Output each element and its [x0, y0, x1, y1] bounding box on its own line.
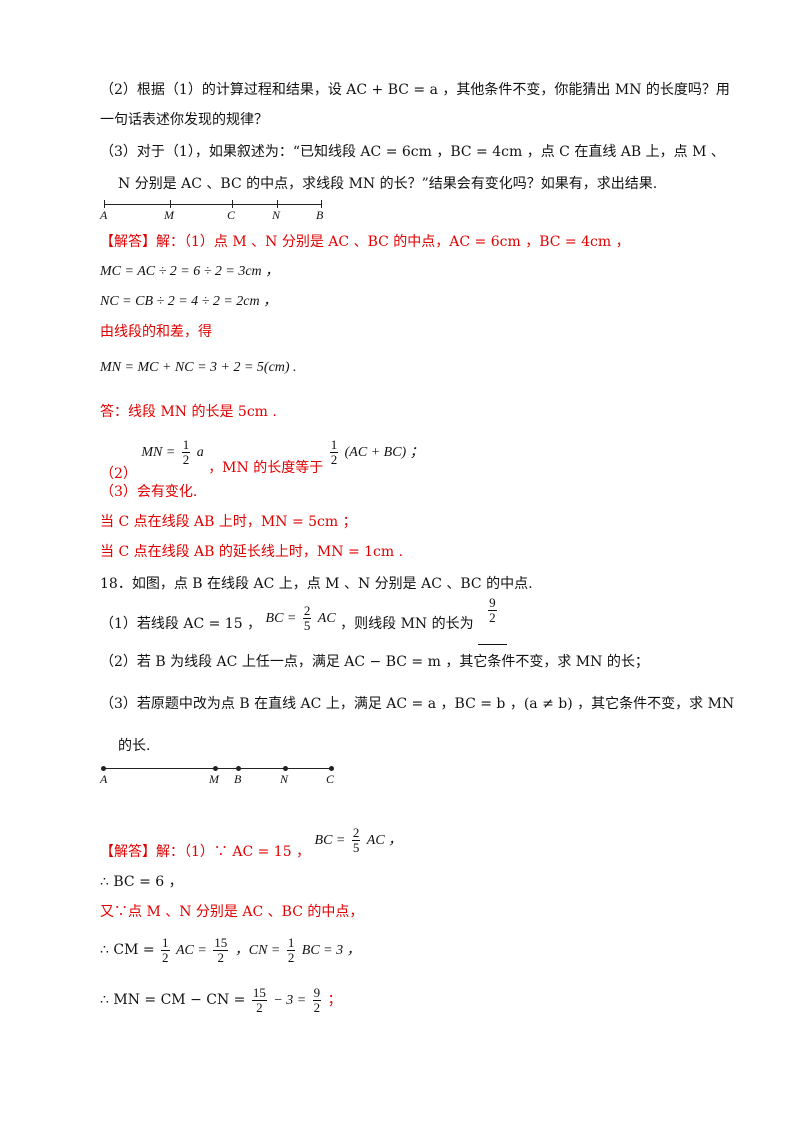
q18-part2: （2）若 B 为线段 AC 上任一点，满足 AC − BC = m ，其它条件不… — [100, 654, 649, 670]
a17-line5: MN = MC + NC = 3 + 2 = 5(cm) . — [100, 360, 297, 375]
a18-line3: 又∵点 M 、N 分别是 AC 、BC 的中点， — [100, 904, 364, 920]
a17-line7-mid: ，MN 的长度等于 — [208, 460, 324, 476]
point-label-n: N — [272, 208, 281, 222]
a17-line1: 【解答】解：（1）点 M 、N 分别是 AC 、BC 的中点，AC = 6cm … — [100, 234, 630, 250]
a17-line4: 由线段的和差，得 — [100, 324, 212, 340]
point-label-m: M — [164, 208, 174, 222]
a17-line7-fraction2: 1 2 — [329, 436, 339, 467]
q17-segment-diagram: A M C N B — [100, 196, 330, 226]
a18-line1: 【解答】解：（1）∵ AC = 15 ， BC = 2 5 AC ， — [100, 824, 403, 860]
point-label-n: N — [280, 772, 289, 786]
q18-part1-answer-blank: 9 2 — [478, 595, 507, 645]
q18-segment-diagram: A M B N C — [100, 760, 340, 790]
point-label-m: M — [209, 772, 219, 786]
a17-line8: （3）会有变化. — [100, 484, 198, 500]
q18-part1-answer: 9 2 — [488, 594, 497, 625]
q18-title: 18．如图，点 B 在线段 AC 上，点 M 、N 分别是 AC 、BC 的中点… — [100, 576, 533, 592]
a18-line1-fraction: 2 5 — [351, 824, 361, 855]
point-label-a: A — [100, 208, 108, 222]
q17-part2-line1: （2）根据（1）的计算过程和结果，设 AC + BC = a ，其他条件不变，你… — [100, 82, 730, 98]
q18-part1-fraction: 2 5 — [302, 602, 312, 633]
a17-line3: NC = CB ÷ 2 = 4 ÷ 2 = 2cm ， — [100, 294, 278, 309]
a17-line10: 当 C 点在线段 AB 的延长线上时，MN = 1cm . — [100, 544, 404, 560]
point-label-c: C — [227, 208, 236, 222]
a17-line7-a: a — [196, 445, 204, 460]
a17-line2: MC = AC ÷ 2 = 6 ÷ 2 = 3cm ， — [100, 264, 280, 279]
point-label-c: C — [326, 772, 335, 786]
point-label-a: A — [100, 772, 108, 786]
a17-line7-prefix: （2） — [100, 466, 137, 482]
a17-line9: 当 C 点在线段 AB 上时，MN = 5cm ； — [100, 514, 357, 530]
q18-part3-line2: 的长. — [118, 738, 151, 754]
a18-line2: ∴ BC = 6 ， — [100, 874, 183, 890]
a17-line7-tail: (AC + BC) ； — [344, 445, 424, 460]
q17-part2-line2: 一句话表述你发现的规律？ — [100, 112, 268, 128]
point-label-b: B — [234, 772, 242, 786]
q18-part1: （1）若线段 AC = 15 ， BC = 2 5 AC ，则线段 MN 的长为… — [100, 595, 507, 645]
q18-part3-line1: （3）若原题中改为点 B 在直线 AC 上，满足 AC = a ，BC = b … — [100, 696, 735, 712]
a17-line7: （2） MN = 1 2 a ，MN 的长度等于 1 2 (AC + BC) ； — [100, 436, 424, 482]
q17-part3-line1: （3）对于（1），如果叙述为：“已知线段 AC = 6cm ，BC = 4cm … — [100, 144, 725, 160]
point-label-b: B — [316, 208, 324, 222]
a17-line7-eq: MN = — [141, 445, 176, 460]
a17-line7-fraction: 1 2 — [181, 436, 191, 467]
a17-line6: 答：线段 MN 的长是 5cm . — [100, 404, 277, 420]
q17-part3-line2: N 分别是 AC 、BC 的中点，求线段 MN 的长？”结果会有变化吗？如果有，… — [118, 176, 658, 192]
